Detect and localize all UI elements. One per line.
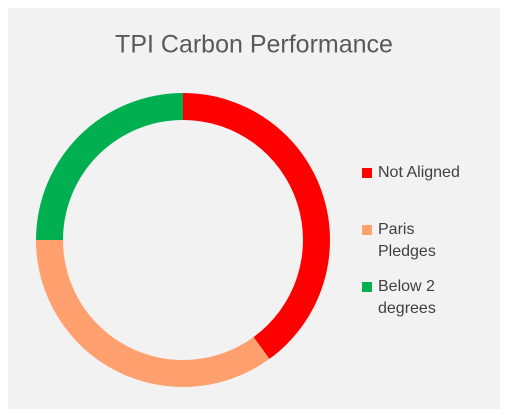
donut-segment — [36, 240, 270, 387]
legend-item: Below 2 degrees — [362, 276, 474, 320]
legend-swatch — [362, 225, 372, 235]
legend-swatch — [362, 282, 372, 292]
legend-item: Not Aligned — [362, 162, 474, 184]
legend-label: Paris Pledges — [378, 221, 436, 260]
legend-label: Not Aligned — [378, 164, 460, 181]
legend-item: Paris Pledges — [362, 219, 474, 263]
chart-title: TPI Carbon Performance — [115, 31, 393, 59]
donut-segment — [183, 93, 331, 359]
donut-segment — [36, 93, 183, 240]
legend-swatch — [362, 168, 372, 178]
legend-label: Below 2 degrees — [378, 278, 436, 317]
